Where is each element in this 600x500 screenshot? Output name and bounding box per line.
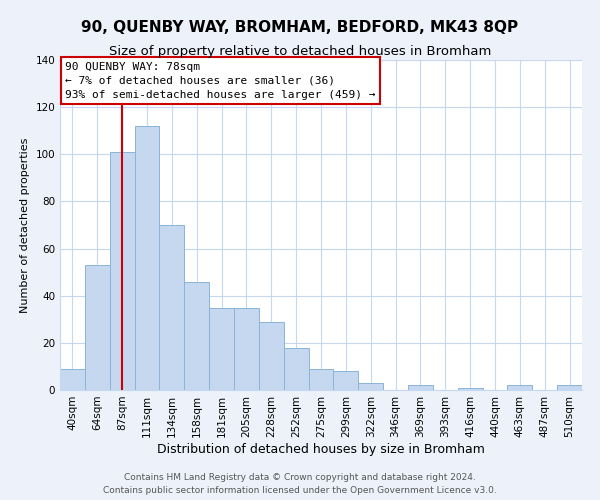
Bar: [234, 308, 259, 390]
Bar: [358, 383, 383, 390]
Bar: [408, 386, 433, 390]
Bar: [110, 152, 134, 390]
Bar: [308, 369, 334, 390]
Bar: [334, 371, 358, 390]
Bar: [160, 225, 184, 390]
Text: Size of property relative to detached houses in Bromham: Size of property relative to detached ho…: [109, 45, 491, 58]
Bar: [508, 386, 532, 390]
Bar: [557, 386, 582, 390]
Bar: [209, 308, 234, 390]
Bar: [85, 265, 110, 390]
Bar: [134, 126, 160, 390]
X-axis label: Distribution of detached houses by size in Bromham: Distribution of detached houses by size …: [157, 442, 485, 456]
Y-axis label: Number of detached properties: Number of detached properties: [20, 138, 30, 312]
Bar: [259, 322, 284, 390]
Bar: [60, 369, 85, 390]
Text: Contains HM Land Registry data © Crown copyright and database right 2024.
Contai: Contains HM Land Registry data © Crown c…: [103, 474, 497, 495]
Bar: [184, 282, 209, 390]
Bar: [284, 348, 308, 390]
Text: 90 QUENBY WAY: 78sqm
← 7% of detached houses are smaller (36)
93% of semi-detach: 90 QUENBY WAY: 78sqm ← 7% of detached ho…: [65, 62, 376, 100]
Bar: [458, 388, 482, 390]
Text: 90, QUENBY WAY, BROMHAM, BEDFORD, MK43 8QP: 90, QUENBY WAY, BROMHAM, BEDFORD, MK43 8…: [82, 20, 518, 35]
